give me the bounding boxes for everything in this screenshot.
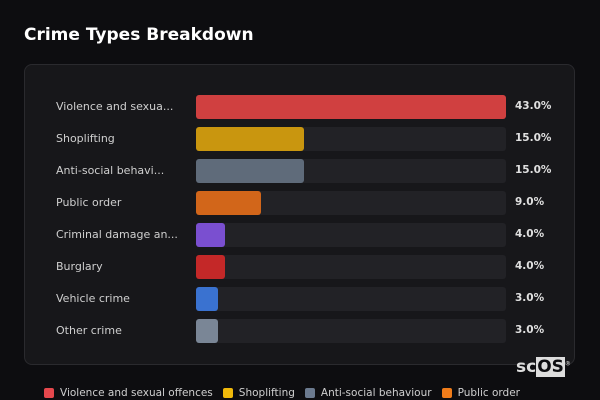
bar[interactable] [196,319,218,343]
category-label: Criminal damage an... [56,228,178,241]
category-label: Vehicle crime [56,292,130,305]
bar-track [196,159,506,183]
logo-text: sc [516,357,537,377]
value-label: 15.0% [515,132,552,144]
bar-track [196,319,506,343]
bar-row: Vehicle crime 3.0% [25,287,574,311]
legend-item[interactable]: Anti-social behaviour [304,387,432,399]
bar-row: Violence and sexua... 43.0% [25,95,574,119]
value-label: 3.0% [515,324,545,336]
category-label: Anti-social behavi... [56,164,165,177]
legend: Violence and sexual offences Shoplifting A… [44,387,520,399]
value-label: 4.0% [515,228,545,240]
bar-row: Burglary 4.0% [25,255,574,279]
value-label: 3.0% [515,292,545,304]
bar[interactable] [196,127,305,151]
bar[interactable] [196,223,225,247]
bar-track [196,127,506,151]
category-label: Shoplifting [56,132,115,145]
legend-swatch [222,388,233,398]
logo-text-box: OS [536,357,565,377]
logo-mark: ® [564,360,571,368]
bar-row: Criminal damage an... 4.0% [25,223,574,247]
bar-row: Shoplifting 15.0% [25,127,574,151]
bar-track [196,287,506,311]
bar-row: Anti-social behavi... 15.0% [25,159,574,183]
bar[interactable] [196,159,305,183]
legend-item[interactable]: Public order [441,387,520,399]
value-label: 9.0% [515,196,545,208]
legend-swatch [44,388,54,398]
chart-card: Violence and sexua... 43.0% Shoplifting 1… [24,64,575,365]
chart-title: Crime Types Breakdown [24,25,254,45]
category-label: Violence and sexua... [56,100,174,113]
category-label: Other crime [56,324,122,337]
bar-track [196,191,506,215]
value-label: 43.0% [515,100,552,112]
bar-track [196,255,506,279]
bar-row: Other crime 3.0% [25,319,574,343]
legend-label: Public order [457,387,520,399]
value-label: 4.0% [515,260,545,272]
legend-item[interactable]: Shoplifting [222,387,295,399]
legend-swatch [304,388,315,398]
bar-track [196,95,506,119]
value-label: 15.0% [515,164,552,176]
category-label: Burglary [56,260,103,273]
bar[interactable] [196,191,261,215]
bar[interactable] [196,287,218,311]
category-label: Public order [56,196,122,209]
legend-label: Anti-social behaviour [320,387,432,399]
bar[interactable] [196,95,506,119]
legend-label: Violence and sexual offences [60,387,213,399]
legend-label: Shoplifting [238,387,295,399]
legend-item[interactable]: Violence and sexual offences [44,387,213,399]
legend-swatch [441,388,452,398]
bar-track [196,223,506,247]
bar-row: Public order 9.0% [25,191,574,215]
bar[interactable] [196,255,225,279]
scos-logo: scOS® [516,357,571,377]
